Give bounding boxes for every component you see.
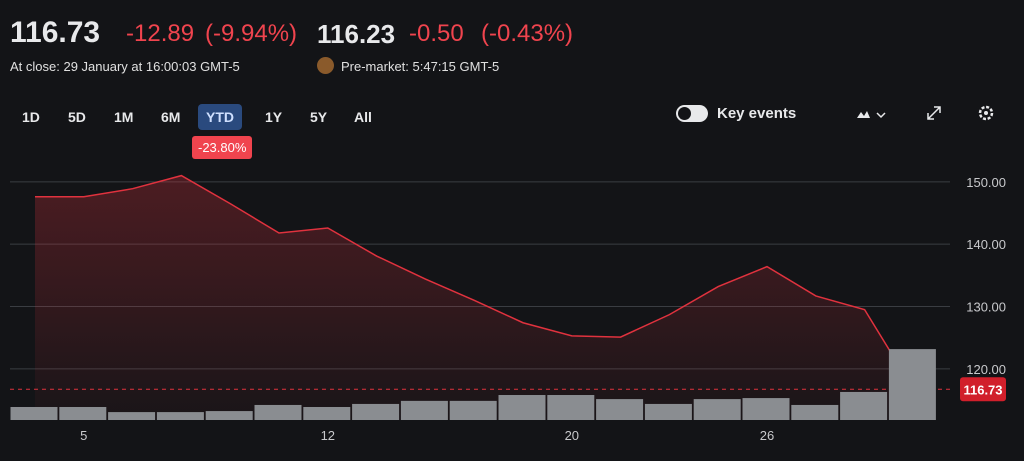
close-note: At close: 29 January at 16:00:03 GMT-5 — [10, 59, 240, 74]
expand-icon[interactable] — [927, 106, 941, 120]
volume-bar — [498, 395, 546, 420]
price: 116.73 — [10, 16, 101, 49]
change: -12.89 — [126, 20, 195, 47]
pre-change-pct: (-0.43%) — [481, 20, 574, 47]
toggle[interactable] — [676, 105, 708, 122]
range-button[interactable]: 1M — [114, 109, 134, 125]
volume-bar — [644, 403, 692, 420]
pre-price: 116.23 — [317, 19, 396, 49]
price-area — [35, 175, 914, 420]
pre-change: -0.50 — [409, 20, 464, 47]
range-button[interactable]: 1D — [22, 109, 40, 125]
pre-note: Pre-market: 5:47:15 GMT-5 — [341, 59, 500, 74]
x-tick-label: 5 — [80, 428, 87, 443]
volume-bar — [693, 399, 741, 420]
volume-bar — [254, 404, 302, 420]
y-tick-label: 150.00 — [966, 175, 1006, 190]
volume-bar — [888, 349, 936, 420]
volume-bar — [10, 406, 58, 420]
y-tick-label: 140.00 — [966, 237, 1006, 252]
pre-icon — [317, 57, 334, 74]
volume-bar — [205, 411, 253, 420]
x-tick-label: 20 — [565, 428, 579, 443]
tool-icons — [857, 105, 994, 121]
y-tick-label: 120.00 — [966, 362, 1006, 377]
key-events[interactable]: Key events — [717, 105, 797, 122]
volume-bar — [449, 400, 497, 420]
range-button[interactable]: 5Y — [310, 109, 328, 125]
range-button[interactable]: 1Y — [265, 109, 283, 125]
volume-bar — [840, 391, 888, 420]
chart-type-icon[interactable] — [857, 111, 870, 118]
settings-dot — [984, 111, 988, 115]
dropdown-icon[interactable] — [876, 112, 886, 119]
range-button[interactable]: All — [354, 109, 372, 125]
x-tick-label: 12 — [321, 428, 335, 443]
range-button[interactable]: 5D — [68, 109, 86, 125]
price-line — [35, 174, 915, 390]
x-tick-label: 26 — [760, 428, 774, 443]
volume-bar — [596, 399, 644, 420]
volume-bar — [303, 406, 351, 420]
volume-bar — [59, 406, 107, 420]
volume-bar — [791, 404, 839, 420]
volume-bar — [352, 403, 400, 420]
volume-bar — [547, 395, 595, 420]
volume-bar — [400, 400, 448, 420]
y-tick-label: 130.00 — [966, 300, 1006, 315]
change-pct: (-9.94%) — [205, 20, 298, 47]
range-button[interactable]: YTD — [198, 104, 242, 130]
volume-bar — [108, 412, 156, 420]
range-change: -23.80% — [192, 136, 253, 159]
last-price-box — [960, 377, 1006, 402]
volume-bar — [742, 398, 790, 420]
volume-bar — [156, 412, 204, 420]
settings-icon[interactable] — [978, 105, 994, 121]
last-price-label: 116.73 — [963, 382, 1002, 397]
range-button[interactable]: 6M — [161, 109, 181, 125]
